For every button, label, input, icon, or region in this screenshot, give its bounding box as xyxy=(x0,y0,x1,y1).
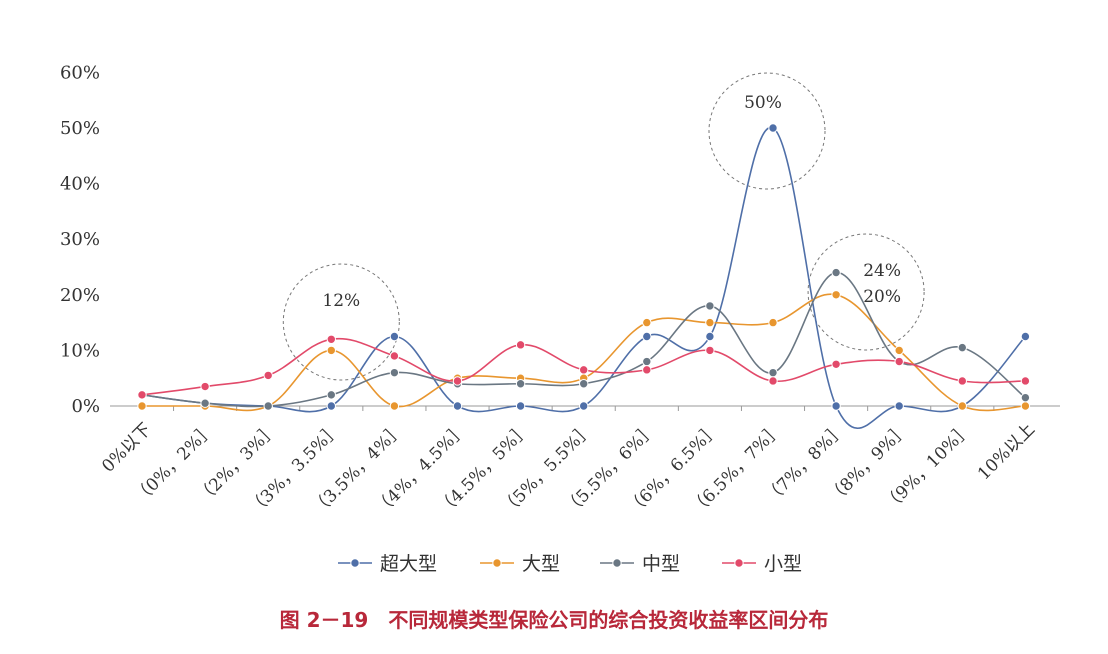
data-point xyxy=(768,376,778,386)
data-point xyxy=(452,401,463,411)
annotation-label: 20% xyxy=(863,287,901,307)
data-point xyxy=(200,398,210,408)
figure-caption: 图 2－19 不同规模类型保险公司的综合投资收益率区间分布 xyxy=(279,608,829,632)
data-point xyxy=(831,267,841,278)
legend-item-3[interactable]: 中型 xyxy=(600,553,680,575)
highlight-circle xyxy=(807,233,925,351)
data-point xyxy=(768,317,778,328)
series-layer xyxy=(137,123,1031,430)
data-point xyxy=(957,401,967,411)
data-point xyxy=(389,401,400,411)
series-4 xyxy=(137,334,1031,400)
y-tick-label: 40% xyxy=(60,174,100,195)
data-point xyxy=(579,401,589,411)
data-point xyxy=(579,365,589,375)
data-point xyxy=(1020,331,1031,342)
data-point xyxy=(894,356,904,367)
legend-marker xyxy=(350,558,360,568)
legend-label: 中型 xyxy=(642,553,680,575)
data-point xyxy=(831,290,841,300)
legend-item-4[interactable]: 小型 xyxy=(722,553,802,575)
data-point xyxy=(768,367,778,378)
line-chart: 0%10%20%30%40%50%60%0%以下（0%，2%］（2%，3%］（3… xyxy=(60,62,1060,575)
y-tick-label: 50% xyxy=(60,118,100,139)
data-point xyxy=(768,123,778,133)
data-point xyxy=(894,345,904,356)
legend-label: 大型 xyxy=(522,553,560,575)
data-point xyxy=(642,356,652,367)
y-tick-label: 20% xyxy=(60,285,100,306)
y-tick-label: 60% xyxy=(60,62,100,83)
data-point xyxy=(326,345,336,356)
legend-item-2[interactable]: 大型 xyxy=(480,553,560,575)
data-point xyxy=(642,317,652,328)
highlight-circle xyxy=(708,72,826,190)
y-tick-label: 30% xyxy=(60,229,100,250)
data-point xyxy=(705,331,715,342)
data-point xyxy=(705,301,715,311)
data-point xyxy=(894,401,904,411)
data-point xyxy=(515,340,526,350)
data-point xyxy=(705,345,715,356)
annotation-label: 24% xyxy=(863,261,901,281)
legend-marker xyxy=(734,558,744,568)
data-point xyxy=(389,331,400,342)
data-point xyxy=(326,390,336,400)
legend-item-1[interactable]: 超大型 xyxy=(338,553,437,575)
axis-layer: 0%10%20%30%40%50%60%0%以下（0%，2%］（2%，3%］（3… xyxy=(60,62,1060,519)
data-point xyxy=(1020,392,1031,403)
data-point xyxy=(263,370,273,381)
y-tick-label: 0% xyxy=(71,396,100,417)
legend-marker xyxy=(492,558,502,568)
series-line xyxy=(141,271,1026,408)
annotation-labels: 12% 50% 24% 20% xyxy=(322,93,901,311)
x-tick-label: 0%以下 xyxy=(98,419,155,476)
data-point xyxy=(705,317,715,328)
annotation-label: 12% xyxy=(322,291,360,311)
data-point xyxy=(137,401,147,411)
data-point xyxy=(515,401,526,411)
data-point xyxy=(957,376,967,386)
data-point xyxy=(452,376,463,386)
data-point xyxy=(579,379,589,389)
data-point xyxy=(831,359,841,369)
series-2 xyxy=(137,290,1031,412)
data-point xyxy=(642,365,652,375)
legend-marker xyxy=(612,558,622,568)
data-point xyxy=(515,379,526,389)
series-line xyxy=(142,293,1026,412)
data-point xyxy=(957,342,967,353)
data-point xyxy=(642,331,652,342)
annotation-label: 50% xyxy=(744,93,782,113)
data-point xyxy=(389,367,400,378)
legend-label: 超大型 xyxy=(380,553,437,575)
data-point xyxy=(389,351,400,361)
data-point xyxy=(831,401,841,411)
data-point xyxy=(263,401,273,411)
highlight-circle xyxy=(282,263,400,381)
data-point xyxy=(200,381,210,392)
data-point xyxy=(1020,401,1031,411)
x-tick-label: 10%以上 xyxy=(974,419,1039,484)
y-tick-label: 10% xyxy=(60,340,100,361)
data-point xyxy=(326,334,336,344)
legend-label: 小型 xyxy=(764,553,802,575)
legend[interactable]: 超大型 大型 中型 小型 xyxy=(338,553,802,575)
annotation-circles xyxy=(282,72,925,381)
data-point xyxy=(137,390,147,400)
data-point xyxy=(1020,376,1031,386)
data-point xyxy=(326,401,336,411)
